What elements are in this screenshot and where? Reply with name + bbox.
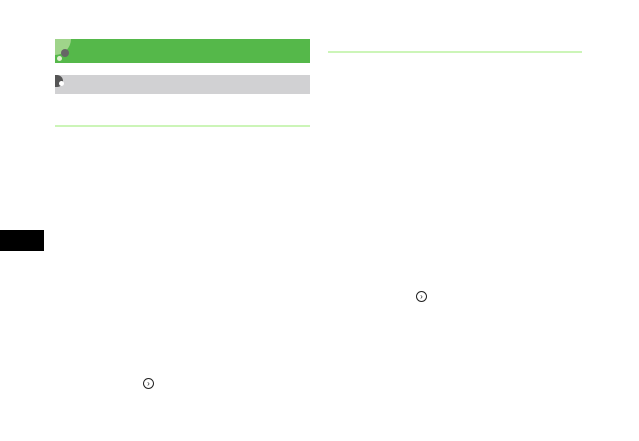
subheader-dot-icon bbox=[59, 81, 64, 86]
chapter-tab bbox=[0, 230, 44, 251]
arrow-right-circle-icon: › bbox=[416, 291, 427, 302]
header-dot-icon bbox=[61, 49, 69, 57]
arrow-right-circle-icon: › bbox=[143, 378, 154, 389]
subsection-header-bar bbox=[55, 75, 310, 94]
section-header-bar bbox=[55, 39, 310, 63]
right-divider bbox=[328, 51, 582, 53]
header-small-dot-icon bbox=[57, 56, 62, 61]
left-divider bbox=[55, 125, 310, 127]
